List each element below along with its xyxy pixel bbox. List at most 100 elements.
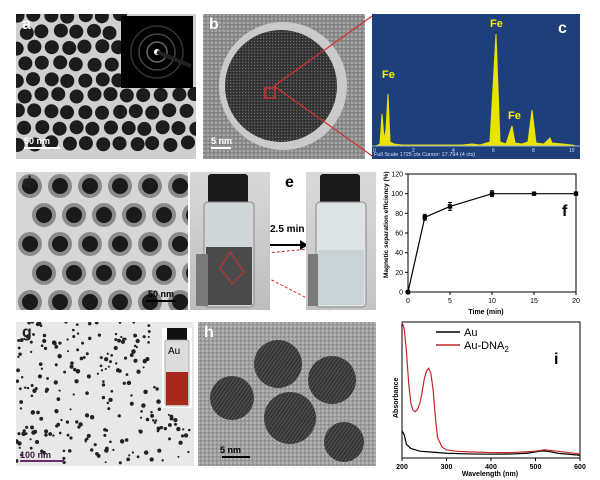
particle-core (142, 236, 158, 252)
au-particle (136, 369, 141, 374)
panel-label-i: i (554, 351, 558, 368)
au-particle (129, 401, 134, 406)
au-particle (72, 334, 76, 339)
au-particle (24, 432, 28, 435)
au-particle (114, 332, 118, 336)
au-particle (110, 353, 113, 357)
chart-f-xlabel: Time (min) (468, 309, 503, 316)
nanoparticle (19, 25, 34, 40)
chart-i-ylabel: Absorbance (393, 377, 400, 418)
au-particle (24, 386, 27, 389)
au-particle (182, 428, 185, 431)
au-particle (36, 410, 40, 415)
particle-core (112, 294, 128, 310)
au-particle (69, 408, 72, 411)
chart-i-series-1 (401, 321, 581, 455)
au-particle (30, 394, 34, 398)
nanoparticle (34, 24, 49, 39)
nanoparticle (53, 55, 68, 70)
chart-i-xtick-label: 300 (441, 464, 453, 471)
au-particle (147, 335, 150, 338)
particle-core (22, 178, 38, 194)
au-particle (126, 380, 132, 386)
chart-f-point (422, 215, 427, 220)
particle-core (96, 265, 112, 281)
au-particle (19, 338, 24, 343)
au-particle (145, 357, 150, 362)
chart-f-ytick-label: 60 (395, 231, 403, 238)
au-particle (39, 416, 44, 421)
nanoparticle (103, 87, 118, 102)
au-particle (89, 414, 95, 420)
panel-label-d: d (22, 174, 32, 191)
au-particle (56, 422, 61, 427)
eds-ticks: 0 2 4 6 8 10 (372, 148, 580, 154)
au-particle (42, 338, 47, 344)
core-shell-particle (182, 262, 188, 284)
nanoparticle (16, 73, 24, 88)
particle-core (126, 265, 142, 281)
arrow-right-icon (270, 240, 308, 250)
au-particle (156, 399, 161, 404)
au-particle (94, 322, 99, 325)
au-particle (118, 461, 122, 465)
au-particle (141, 403, 146, 408)
au-particle (169, 416, 174, 421)
au-particle (18, 446, 21, 449)
au-particle (157, 407, 162, 411)
nanoparticle (44, 72, 59, 87)
au-particle (58, 355, 62, 358)
tem-image-g (16, 322, 191, 465)
au-particle (88, 336, 92, 341)
au-particle (67, 350, 70, 353)
au-particle (82, 356, 86, 359)
nanoparticle (78, 73, 93, 88)
au-particle (75, 323, 79, 326)
particle-core (82, 178, 98, 194)
particle-core (156, 265, 172, 281)
panel-c: Fe Fe Fe c Full Scale 1725 cts Cursor: 1… (372, 14, 580, 159)
chart-f-xtick-label: 10 (488, 298, 496, 305)
particle-core (186, 209, 188, 221)
au-particle (84, 413, 90, 418)
au-particle (87, 322, 92, 326)
nanoparticle (16, 103, 25, 118)
au-particle (153, 385, 156, 389)
au-particle (58, 341, 62, 345)
au-particle (99, 356, 103, 360)
au-particle (56, 397, 61, 402)
panel-label-a: a (22, 16, 31, 33)
au-particle (139, 416, 143, 419)
particle-core (186, 267, 188, 279)
au-particle (153, 421, 157, 424)
particle-core (66, 207, 82, 223)
au-particle (40, 449, 44, 453)
nanoparticle (119, 88, 134, 103)
au-particle (26, 386, 30, 390)
au-particle (17, 432, 21, 436)
nanoparticle (52, 121, 67, 136)
au-particle (128, 454, 131, 457)
particle-core (52, 178, 68, 194)
nanoparticle (44, 104, 59, 119)
chart-i-legend-subscript: 2 (504, 345, 509, 354)
au-particle (85, 437, 89, 441)
nanoparticle (60, 73, 75, 88)
au-particle (34, 439, 40, 445)
chart-f-point (447, 204, 453, 209)
au-particle (27, 322, 31, 325)
panel-e-left-photo (190, 172, 270, 310)
particle-core (172, 178, 188, 194)
au-particle (62, 456, 66, 460)
scale-bar-d (146, 300, 176, 302)
au-particle (97, 333, 102, 337)
au-particle (78, 422, 83, 427)
particle-core (52, 236, 68, 252)
nanoparticle (180, 135, 195, 150)
scale-bar-h (222, 456, 250, 458)
nanoparticle (69, 89, 84, 104)
au-particle (109, 440, 112, 444)
nanoparticle (112, 136, 127, 151)
au-particle (147, 324, 151, 327)
au-particle (29, 446, 33, 450)
